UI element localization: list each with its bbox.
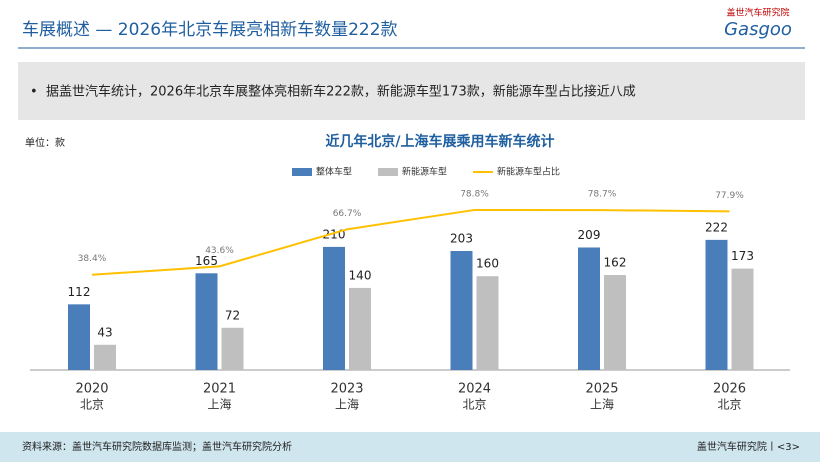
x-tick-label: 2021 bbox=[203, 382, 236, 397]
bar bbox=[604, 275, 626, 370]
logo-bottom: Gasgoo bbox=[724, 19, 792, 40]
legend-label: 新能源车型 bbox=[402, 166, 447, 178]
bar bbox=[578, 247, 600, 370]
value-label: 72 bbox=[225, 308, 240, 322]
x-tick-sublabel: 北京 bbox=[462, 398, 486, 412]
logo-top: 盖世汽车研究院 bbox=[726, 7, 789, 19]
x-tick-sublabel: 北京 bbox=[717, 398, 741, 412]
x-tick-label: 2024 bbox=[458, 382, 491, 397]
footer-right: 盖世汽车研究院丨<3> bbox=[697, 440, 800, 453]
value-label: 210 bbox=[323, 227, 346, 241]
bar bbox=[68, 304, 90, 370]
unit-label: 单位：款 bbox=[25, 136, 65, 149]
value-label: 165 bbox=[195, 254, 218, 268]
value-label: 140 bbox=[349, 268, 372, 282]
line-label: 66.7% bbox=[333, 209, 362, 219]
page-title: 车展概述 — 2026年北京车展亮相新车数量222款 bbox=[22, 20, 398, 40]
bar bbox=[476, 276, 499, 370]
legend-swatch bbox=[292, 168, 312, 176]
x-tick-label: 2026 bbox=[713, 382, 746, 397]
footer-band bbox=[0, 432, 820, 462]
value-label: 162 bbox=[604, 256, 627, 270]
legend-label: 整体车型 bbox=[316, 166, 352, 178]
x-tick-label: 2025 bbox=[585, 382, 618, 397]
value-label: 160 bbox=[476, 257, 499, 271]
x-tick-sublabel: 上海 bbox=[335, 397, 359, 412]
bar bbox=[195, 273, 218, 370]
x-tick-label: 2023 bbox=[330, 382, 363, 397]
line-label: 38.4% bbox=[78, 254, 107, 264]
line bbox=[91, 208, 730, 276]
value-label: 112 bbox=[68, 285, 91, 299]
bar bbox=[705, 239, 728, 370]
summary-text: 据盖世汽车统计，2026年北京车展整体亮相新车222款，新能源车型173款，新能… bbox=[46, 84, 636, 100]
x-tick-sublabel: 北京 bbox=[80, 398, 104, 412]
value-label: 43 bbox=[97, 325, 112, 339]
line-label: 43.6% bbox=[205, 246, 234, 256]
chart-title: 近几年北京/上海车展乘用车新车统计 bbox=[325, 133, 554, 150]
line-label: 77.9% bbox=[715, 191, 744, 201]
line-label: 78.8% bbox=[460, 189, 489, 199]
x-tick-sublabel: 上海 bbox=[207, 397, 231, 412]
line-label: 78.7% bbox=[588, 190, 617, 200]
value-label: 222 bbox=[705, 220, 728, 234]
value-label: 173 bbox=[731, 249, 754, 263]
bullet-dot: • bbox=[30, 85, 38, 100]
legend-swatch bbox=[378, 168, 399, 176]
summary-box bbox=[18, 62, 805, 120]
x-tick-sublabel: 上海 bbox=[590, 397, 614, 412]
legend-label: 新能源车型占比 bbox=[497, 166, 560, 178]
bar bbox=[221, 327, 244, 370]
value-label: 203 bbox=[450, 232, 473, 246]
bar bbox=[349, 287, 371, 370]
bar bbox=[450, 251, 473, 370]
bar bbox=[323, 246, 345, 370]
footer-source: 资料来源：盖世汽车研究院数据库监测；盖世汽车研究院分析 bbox=[22, 440, 292, 453]
bar bbox=[731, 268, 754, 370]
x-tick-label: 2020 bbox=[75, 382, 108, 397]
bar bbox=[94, 344, 116, 370]
value-label: 209 bbox=[578, 228, 601, 242]
